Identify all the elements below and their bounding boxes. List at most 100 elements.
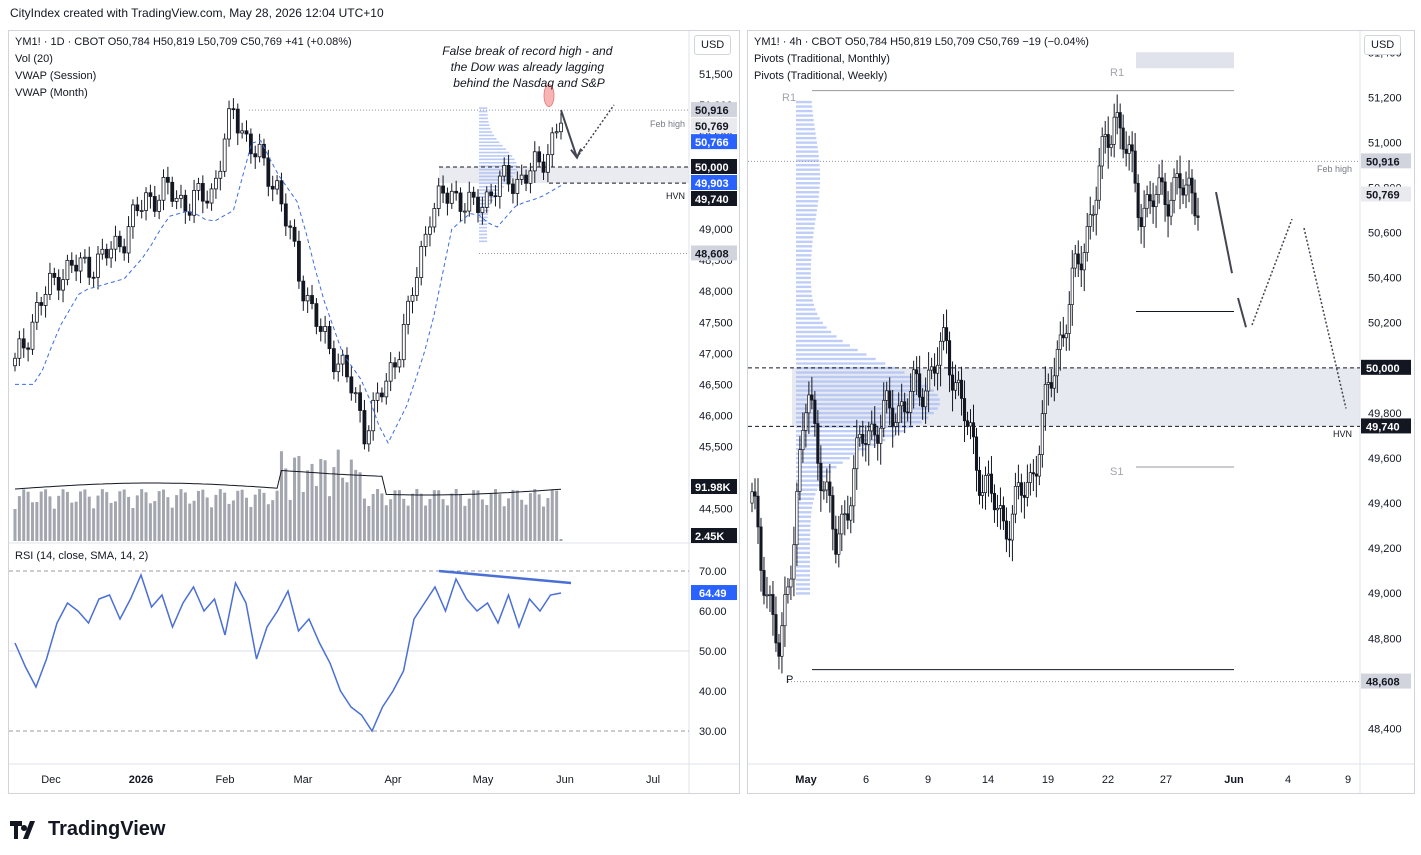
candle-body: [131, 204, 135, 228]
profile-bar: [796, 339, 843, 343]
volume-bar: [175, 495, 179, 541]
footer-brand: TradingView: [48, 818, 166, 840]
price-axis-right[interactable]: 51,40051,20051,00050,80050,60050,40050,2…: [1361, 47, 1411, 735]
daily-chart-panel[interactable]: 51,50051,00050,50050,00049,00048,50048,0…: [8, 30, 740, 794]
candle-body: [798, 449, 802, 492]
candle-body: [515, 178, 520, 194]
candle-body: [1001, 505, 1005, 522]
volume-bar: [223, 492, 227, 541]
time-axis-left[interactable]: Dec 2026 Feb Mar Apr May Jun Jul: [41, 774, 660, 786]
profile-bar: [796, 245, 813, 248]
volume-sma-line: [14, 469, 562, 496]
time-tick-label: Jun: [1224, 774, 1244, 786]
profile-bar: [796, 366, 895, 370]
profile-bar: [796, 303, 814, 307]
profile-bar: [796, 375, 914, 379]
candle-body: [65, 259, 70, 281]
candle-body: [792, 544, 796, 580]
time-tick-label: 27: [1160, 774, 1172, 786]
volume-bar: [367, 505, 371, 541]
volume-bar: [48, 496, 52, 541]
volume-bar: [249, 506, 253, 541]
candle-body: [1142, 207, 1146, 228]
candle-body: [100, 248, 105, 255]
rsi-tick-label: 40.00: [699, 686, 727, 698]
annotation-text: False break of record high - and the Dow…: [442, 44, 615, 90]
profile-bar: [796, 312, 818, 316]
candle-body: [1154, 194, 1158, 208]
candle-body: [1157, 177, 1161, 195]
profile-bar: [796, 429, 905, 433]
volume-label-text: 2.45K: [695, 531, 724, 543]
rsi-divergence-line: [438, 569, 572, 585]
candle-body: [463, 210, 467, 213]
volume-bar: [489, 493, 493, 541]
candle-body: [822, 489, 826, 492]
volume-bar: [498, 494, 502, 541]
candle-body: [327, 326, 332, 350]
time-tick-label: 6: [863, 774, 869, 786]
profile-bar: [796, 556, 811, 559]
candle-body: [995, 508, 999, 511]
volume-bar: [362, 498, 366, 541]
volume-bar: [515, 490, 519, 541]
currency-button-left[interactable]: USD: [694, 35, 732, 55]
feb-high-label: Feb high: [650, 119, 685, 129]
profile-bar: [796, 393, 938, 397]
profile-bar: [479, 216, 488, 219]
profile-bar: [796, 240, 813, 244]
volume-label-box: [691, 479, 737, 494]
candle-body: [428, 226, 432, 235]
volume-bar: [179, 489, 183, 541]
price-label-box: [1361, 359, 1411, 375]
candle-body: [855, 437, 859, 470]
candle-body: [1181, 187, 1185, 196]
volume-bar: [349, 459, 353, 541]
candle-body: [358, 392, 362, 411]
projection-arrows-left: [560, 104, 615, 160]
profile-bar: [479, 144, 503, 147]
candle-body: [786, 586, 790, 595]
candle-body: [804, 412, 808, 431]
legend-vwap-session: VWAP (Session): [15, 70, 97, 82]
candle-body: [861, 433, 865, 444]
profile-bar: [479, 220, 488, 222]
candle-body: [762, 570, 766, 596]
price-tick-label: 50,200: [1368, 318, 1402, 330]
volume-bar: [507, 498, 511, 541]
price-label-text: 50,000: [695, 162, 729, 174]
candle-body: [840, 513, 844, 535]
candle-body: [1118, 112, 1122, 129]
candle-body: [87, 256, 92, 278]
candle-body: [977, 469, 982, 496]
candle-body: [91, 276, 96, 279]
candle-body: [511, 183, 515, 194]
h4-chart-svg[interactable]: 51,40051,20051,00050,80050,60050,40050,2…: [748, 31, 1414, 793]
volume-label-text: 91.98K: [695, 482, 731, 494]
candle-body: [933, 366, 937, 374]
candle-body: [831, 495, 835, 530]
candle-body: [61, 279, 65, 291]
vwap-line: [15, 140, 562, 444]
h4-chart-panel[interactable]: 51,40051,20051,00050,80050,60050,40050,2…: [747, 30, 1415, 794]
r1-monthly-band: [1136, 52, 1234, 69]
currency-button-right[interactable]: USD: [1364, 35, 1402, 55]
candle-body: [756, 495, 760, 528]
volume-bar: [83, 489, 87, 541]
profile-bar: [796, 132, 816, 135]
volume-bar: [511, 489, 515, 541]
candle-body: [998, 505, 1002, 509]
price-label-box: [1361, 673, 1411, 689]
candle-body: [393, 362, 397, 368]
legend-pivots-weekly: Pivots (Traditional, Weekly): [754, 70, 888, 82]
profile-bar: [796, 420, 922, 424]
candle-body: [545, 154, 550, 173]
candle-body: [126, 226, 131, 254]
daily-chart-svg[interactable]: 51,50051,00050,50050,00049,00048,50048,0…: [9, 31, 739, 793]
candle-body: [1100, 136, 1104, 167]
candle-body: [1016, 482, 1020, 487]
volume-bar: [118, 491, 122, 541]
candle-body: [810, 394, 814, 401]
price-axis-left[interactable]: 51,50051,00050,50050,00049,00048,50048,0…: [691, 69, 737, 738]
time-axis-right[interactable]: May 6 9 14 19 22 27 Jun 4 9: [795, 774, 1351, 786]
